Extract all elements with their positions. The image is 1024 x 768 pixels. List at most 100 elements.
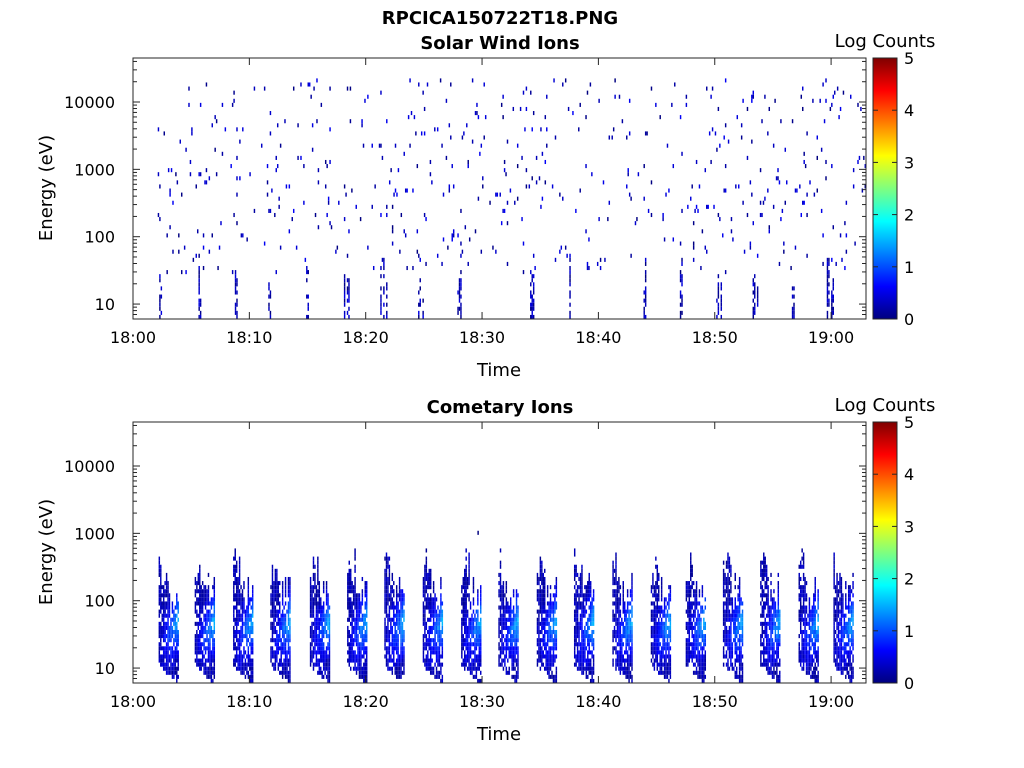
heatmap-cell bbox=[311, 625, 313, 630]
heatmap-cell bbox=[204, 638, 207, 643]
heatmap-cell bbox=[631, 589, 633, 594]
heatmap-cell bbox=[681, 151, 683, 156]
heatmap-cell bbox=[578, 601, 580, 606]
heatmap-cell bbox=[472, 589, 475, 594]
heatmap-cell bbox=[160, 576, 162, 582]
heatmap-cell bbox=[685, 102, 688, 107]
heatmap-cell bbox=[284, 601, 287, 606]
heatmap-cell bbox=[312, 634, 315, 639]
heatmap-cell bbox=[701, 670, 704, 675]
heatmap-cell bbox=[422, 314, 424, 319]
heatmap-cell bbox=[507, 670, 509, 675]
heatmap-cell bbox=[704, 658, 707, 663]
heatmap-cell bbox=[213, 617, 216, 622]
heatmap-cell bbox=[246, 634, 248, 639]
heatmap-cell bbox=[560, 245, 563, 250]
heatmap-cell bbox=[589, 617, 592, 622]
heatmap-cell bbox=[311, 605, 313, 610]
heatmap-cell bbox=[536, 658, 539, 663]
heatmap-cell bbox=[737, 585, 739, 590]
heatmap-cell bbox=[170, 662, 172, 667]
heatmap-cell bbox=[352, 629, 355, 635]
heatmap-cell bbox=[514, 617, 516, 622]
heatmap-cell bbox=[607, 217, 609, 222]
heatmap-cell bbox=[483, 82, 485, 87]
heatmap-cell bbox=[579, 601, 582, 606]
heatmap-cell bbox=[584, 625, 586, 630]
heatmap-cell bbox=[499, 560, 502, 565]
heatmap-cell bbox=[738, 654, 741, 659]
heatmap-cell bbox=[466, 613, 469, 618]
heatmap-cell bbox=[447, 245, 449, 250]
heatmap-cell bbox=[235, 613, 238, 618]
heatmap-cell bbox=[348, 576, 350, 582]
heatmap-cell bbox=[621, 119, 624, 124]
heatmap-cell bbox=[271, 568, 274, 573]
heatmap-cell bbox=[695, 605, 698, 610]
heatmap-cell bbox=[401, 642, 404, 647]
heatmap-cell bbox=[238, 576, 241, 582]
heatmap-cell bbox=[476, 111, 478, 116]
heatmap-cell bbox=[199, 617, 201, 622]
heatmap-cell bbox=[666, 666, 669, 671]
heatmap-cell bbox=[734, 605, 736, 610]
heatmap-cell bbox=[626, 642, 629, 647]
heatmap-cell bbox=[623, 658, 626, 663]
heatmap-cell bbox=[695, 597, 698, 602]
heatmap-cell bbox=[472, 601, 475, 606]
heatmap-cell bbox=[309, 654, 312, 659]
heatmap-cell bbox=[160, 581, 162, 586]
heatmap-cell bbox=[754, 286, 756, 291]
heatmap-cell bbox=[629, 634, 632, 639]
heatmap-cell bbox=[479, 151, 481, 156]
heatmap-cell bbox=[329, 86, 331, 91]
heatmap-cell bbox=[625, 609, 627, 614]
heatmap-cell bbox=[247, 670, 250, 675]
heatmap-cell bbox=[687, 629, 689, 635]
heatmap-cell bbox=[354, 662, 356, 667]
heatmap-cell bbox=[472, 634, 475, 639]
heatmap-cell bbox=[328, 625, 331, 630]
heatmap-cell bbox=[733, 613, 735, 618]
heatmap-cell bbox=[502, 208, 504, 213]
heatmap-cell bbox=[429, 609, 432, 614]
heatmap-cell bbox=[541, 581, 543, 586]
heatmap-cell bbox=[509, 625, 512, 630]
heatmap-cell bbox=[354, 634, 356, 639]
heatmap-cell bbox=[383, 286, 385, 291]
heatmap-cell bbox=[512, 638, 515, 643]
heatmap-cell bbox=[659, 662, 661, 667]
heatmap-cell bbox=[756, 294, 759, 299]
heatmap-cell bbox=[587, 629, 589, 635]
heatmap-cell bbox=[400, 212, 403, 218]
heatmap-cell bbox=[544, 593, 546, 598]
heatmap-cell bbox=[573, 593, 576, 598]
heatmap-cell bbox=[364, 98, 366, 103]
heatmap-cell bbox=[669, 585, 672, 590]
heatmap-cell bbox=[351, 638, 353, 643]
heatmap-cell bbox=[480, 650, 482, 655]
heatmap-cell bbox=[210, 650, 213, 655]
heatmap-cell bbox=[511, 662, 513, 667]
heatmap-cell bbox=[235, 589, 238, 594]
heatmap-cell bbox=[548, 625, 550, 630]
heatmap-cell bbox=[437, 605, 439, 610]
heatmap-cell bbox=[515, 629, 518, 635]
heatmap-cell bbox=[425, 638, 428, 643]
heatmap-cell bbox=[321, 642, 323, 647]
heatmap-cell bbox=[461, 135, 464, 140]
heatmap-cell bbox=[347, 572, 349, 577]
heatmap-cell bbox=[708, 131, 711, 136]
heatmap-cell bbox=[582, 654, 585, 659]
heatmap-cell bbox=[728, 593, 731, 598]
heatmap-cell bbox=[587, 666, 589, 671]
heatmap-cell bbox=[480, 634, 482, 639]
heatmap-cell bbox=[176, 605, 178, 610]
heatmap-cell bbox=[249, 654, 251, 659]
heatmap-cell bbox=[511, 666, 513, 671]
heatmap-cell bbox=[806, 192, 808, 197]
heatmap-cell bbox=[515, 601, 518, 606]
heatmap-cell bbox=[730, 613, 732, 618]
heatmap-cell bbox=[722, 638, 725, 643]
heatmap-cell bbox=[760, 642, 762, 647]
